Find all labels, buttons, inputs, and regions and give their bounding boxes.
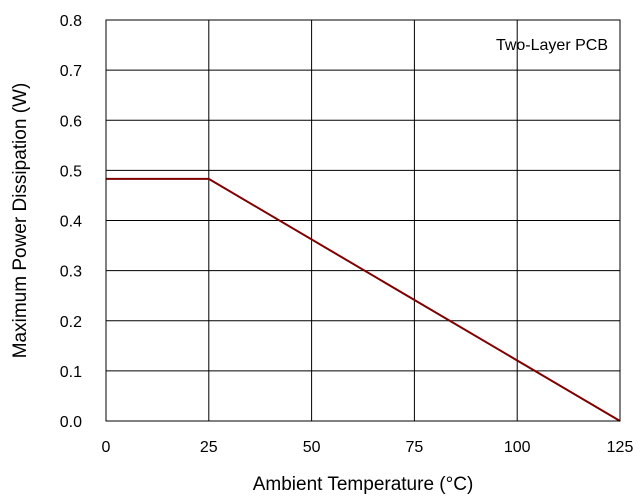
x-tick-label: 125 bbox=[607, 439, 634, 456]
y-tick-label: 0.4 bbox=[60, 214, 82, 231]
y-axis-title: Maximum Power Dissipation (W) bbox=[10, 83, 31, 359]
x-tick-label: 100 bbox=[504, 439, 531, 456]
series-layer bbox=[106, 177, 621, 422]
plot-frame bbox=[105, 19, 621, 422]
x-tick-label: 50 bbox=[303, 439, 321, 456]
pcb-annotation: Two-Layer PCB bbox=[496, 37, 608, 54]
y-tick-label: 0.8 bbox=[60, 13, 82, 30]
series-line bbox=[106, 177, 621, 422]
y-tick-label: 0.7 bbox=[60, 63, 82, 80]
grid bbox=[106, 20, 620, 421]
y-tick-label: 0.1 bbox=[60, 364, 82, 381]
x-axis-title: Ambient Temperature (°C) bbox=[253, 474, 474, 495]
tick-labels: 0 25 50 75 100 125 0.0 0.1 0.2 0.3 0.4 0.5 0.6 0.7 0.8 bbox=[60, 13, 634, 456]
y-tick-label: 0.6 bbox=[60, 113, 82, 130]
x-tick-label: 0 bbox=[102, 439, 111, 456]
y-tick-label: 0.2 bbox=[60, 314, 82, 331]
y-tick-label: 0.0 bbox=[60, 414, 82, 431]
x-tick-label: 25 bbox=[200, 439, 218, 456]
x-tick-label: 75 bbox=[406, 439, 424, 456]
y-tick-label: 0.3 bbox=[60, 264, 82, 281]
y-tick-label: 0.5 bbox=[60, 163, 82, 180]
